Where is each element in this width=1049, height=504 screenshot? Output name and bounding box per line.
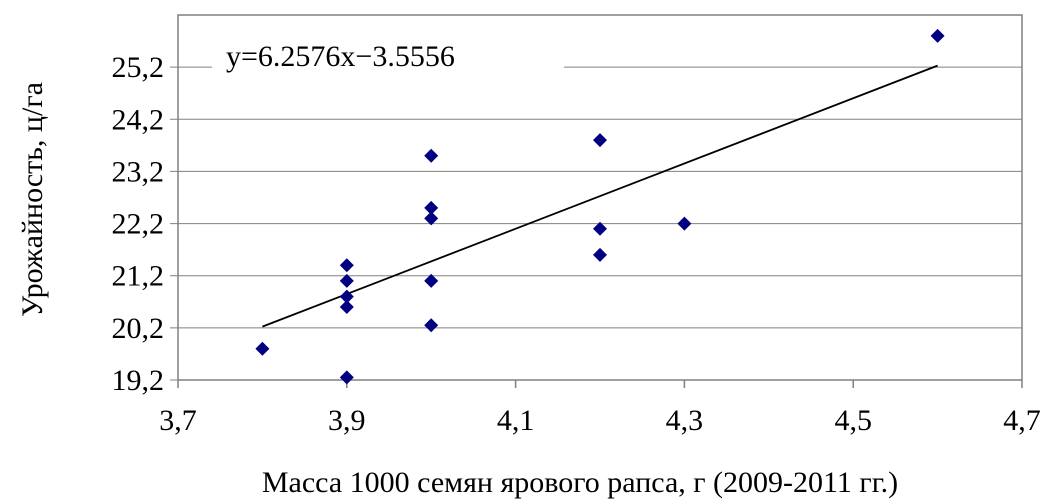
y-axis-title: Урожайность, ц/га — [16, 82, 49, 317]
data-point — [255, 341, 270, 356]
trend-line — [262, 64, 938, 328]
data-point — [424, 211, 439, 226]
y-tick-labels: 19,2 20,2 21,2 22,2 23,2 24,2 25,2 — [112, 51, 165, 397]
data-point — [339, 258, 354, 273]
x-tick-labels: 3,7 3,9 4,1 4,3 4,5 4,7 — [159, 380, 1041, 437]
data-point — [424, 148, 439, 163]
trendline-equation: y=6.2576x−3.5556 — [226, 40, 455, 73]
data-point — [677, 216, 692, 231]
x-tick-label: 3,7 — [159, 404, 197, 437]
x-tick-label: 3,9 — [328, 404, 366, 437]
data-point — [424, 318, 439, 333]
grid-lines — [170, 66, 1022, 381]
y-tick-label: 19,2 — [112, 364, 165, 397]
x-tick-label: 4,5 — [834, 404, 872, 437]
data-point — [339, 300, 354, 314]
x-tick-label: 4,7 — [1003, 404, 1041, 437]
data-points — [255, 28, 945, 385]
x-axis-title: Масса 1000 семян ярового рапса, г (2009-… — [262, 466, 898, 499]
y-tick-label: 21,2 — [112, 260, 165, 293]
data-point — [424, 200, 439, 215]
equation-background — [212, 34, 564, 78]
y-tick-label: 22,2 — [112, 208, 165, 241]
data-point — [593, 133, 607, 148]
x-tick-label: 4,1 — [497, 404, 535, 437]
x-tick-label: 4,3 — [666, 404, 704, 437]
y-tick-label: 23,2 — [112, 155, 165, 188]
data-point — [593, 247, 607, 262]
plot-area — [177, 14, 1023, 381]
y-tick-label: 20,2 — [112, 312, 165, 345]
data-point — [930, 28, 945, 43]
data-point — [593, 221, 607, 236]
data-point — [339, 273, 354, 288]
data-point — [339, 289, 354, 304]
data-point — [339, 370, 354, 385]
y-tick-label: 24,2 — [112, 103, 165, 136]
data-point — [424, 273, 439, 288]
y-tick-label: 25,2 — [112, 51, 165, 84]
